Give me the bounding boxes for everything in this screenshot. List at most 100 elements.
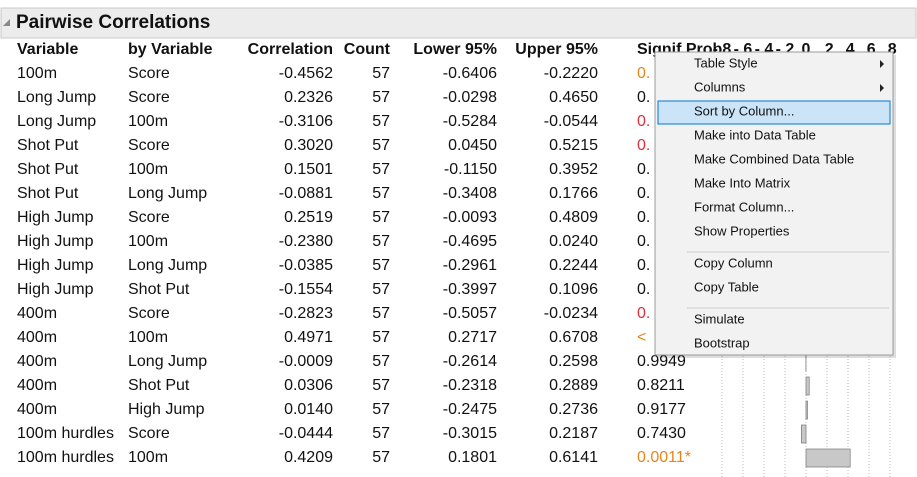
cell: 0.2889 bbox=[549, 377, 598, 394]
cell: -0.5057 bbox=[443, 305, 497, 322]
menu-item[interactable]: Bootstrap bbox=[694, 335, 750, 350]
cell: 400m bbox=[17, 377, 57, 394]
cell: 0. bbox=[637, 305, 650, 322]
column-header: by Variable bbox=[128, 41, 213, 58]
cell: Long Jump bbox=[128, 185, 207, 202]
menu-item[interactable]: Simulate bbox=[694, 311, 745, 326]
cell: 0.2598 bbox=[549, 353, 598, 370]
cell: 57 bbox=[372, 353, 390, 370]
cell: Shot Put bbox=[17, 137, 79, 154]
cell: 100m bbox=[128, 449, 168, 466]
menu-item[interactable]: Copy Column bbox=[694, 255, 773, 270]
cell: 0. bbox=[637, 281, 650, 298]
cell: 0.2736 bbox=[549, 401, 598, 418]
cell: -0.0444 bbox=[279, 425, 333, 442]
cell: Shot Put bbox=[17, 161, 79, 178]
cell: Score bbox=[128, 425, 170, 442]
cell: -0.2823 bbox=[279, 305, 333, 322]
axis-label: 0 bbox=[802, 41, 811, 58]
cell: Long Jump bbox=[17, 89, 96, 106]
cell: 400m bbox=[17, 329, 57, 346]
report-title: Pairwise Correlations bbox=[16, 12, 210, 33]
cell: -0.4695 bbox=[443, 233, 497, 250]
cell: -0.0385 bbox=[279, 257, 333, 274]
cell: 0. bbox=[637, 65, 650, 82]
cell: 57 bbox=[372, 65, 390, 82]
cell: 0.4809 bbox=[549, 209, 598, 226]
cell: -0.0234 bbox=[544, 305, 598, 322]
cell: < bbox=[637, 329, 646, 346]
cell: 0.0306 bbox=[284, 377, 333, 394]
cell: 57 bbox=[372, 233, 390, 250]
column-header: Count bbox=[344, 41, 391, 58]
cell: 0.2244 bbox=[549, 257, 598, 274]
menu-highlight bbox=[657, 100, 891, 125]
menu-item[interactable]: Show Properties bbox=[694, 223, 790, 238]
submenu-arrow bbox=[880, 84, 884, 92]
menu-item[interactable]: Make into Data Table bbox=[694, 127, 816, 142]
cell: 0. bbox=[637, 161, 650, 178]
cell: -0.0881 bbox=[279, 185, 333, 202]
cell: 0.2187 bbox=[549, 425, 598, 442]
cell: -0.2475 bbox=[443, 401, 497, 418]
menu-item[interactable]: Make Into Matrix bbox=[694, 175, 791, 190]
cell: Shot Put bbox=[128, 377, 190, 394]
cell: -0.2380 bbox=[279, 233, 333, 250]
cell: Score bbox=[128, 209, 170, 226]
menu-item[interactable]: Make Combined Data Table bbox=[694, 151, 854, 166]
cell: 0. bbox=[637, 113, 650, 130]
cell: High Jump bbox=[17, 257, 94, 274]
cell: 400m bbox=[17, 353, 57, 370]
cell: 0.4650 bbox=[549, 89, 598, 106]
cell: 0. bbox=[637, 137, 650, 154]
cell: Shot Put bbox=[128, 281, 190, 298]
cell: 57 bbox=[372, 209, 390, 226]
menu-item[interactable]: Table Style bbox=[694, 55, 758, 70]
cell: 100m bbox=[128, 113, 168, 130]
cell: 57 bbox=[372, 281, 390, 298]
cell: 57 bbox=[372, 137, 390, 154]
cell: 0.9949 bbox=[637, 353, 686, 370]
cell: 57 bbox=[372, 449, 390, 466]
cell: 100m bbox=[128, 161, 168, 178]
cell: 0. bbox=[637, 185, 650, 202]
cell: 0.4209 bbox=[284, 449, 333, 466]
cell: High Jump bbox=[128, 401, 205, 418]
cell: Score bbox=[128, 89, 170, 106]
menu-item[interactable]: Copy Table bbox=[694, 279, 759, 294]
cell: 0.6141 bbox=[549, 449, 598, 466]
cell: 0.0140 bbox=[284, 401, 333, 418]
cell: Long Jump bbox=[128, 353, 207, 370]
cell: 0.0240 bbox=[549, 233, 598, 250]
cell: 0.5215 bbox=[549, 137, 598, 154]
title-bar bbox=[0, 7, 917, 39]
cell: 100m hurdles bbox=[17, 425, 114, 442]
cell: 0.3020 bbox=[284, 137, 333, 154]
cell: 0. bbox=[637, 209, 650, 226]
cell: Long Jump bbox=[17, 113, 96, 130]
correlation-bar bbox=[805, 448, 851, 468]
cell: 0.1501 bbox=[284, 161, 333, 178]
menu-item[interactable]: Format Column... bbox=[694, 199, 794, 214]
cell: 57 bbox=[372, 257, 390, 274]
menu-item[interactable]: Sort by Column... bbox=[694, 103, 794, 118]
column-header: Variable bbox=[17, 41, 78, 58]
cell: 0.1801 bbox=[448, 449, 497, 466]
disclosure-icon[interactable] bbox=[3, 19, 10, 26]
cell: 0.0011* bbox=[637, 449, 691, 466]
cell: 0.1096 bbox=[549, 281, 598, 298]
cell: -0.3015 bbox=[443, 425, 497, 442]
cell: -0.3106 bbox=[279, 113, 333, 130]
cell: 400m bbox=[17, 305, 57, 322]
cell: 57 bbox=[372, 113, 390, 130]
cell: 100m bbox=[128, 329, 168, 346]
cell: High Jump bbox=[17, 209, 94, 226]
menu-item[interactable]: Columns bbox=[694, 79, 746, 94]
cell: -0.2318 bbox=[443, 377, 497, 394]
cell: 0. bbox=[637, 89, 650, 106]
cell: 100m bbox=[128, 233, 168, 250]
correlation-bar bbox=[800, 424, 807, 444]
cell: -0.3997 bbox=[443, 281, 497, 298]
